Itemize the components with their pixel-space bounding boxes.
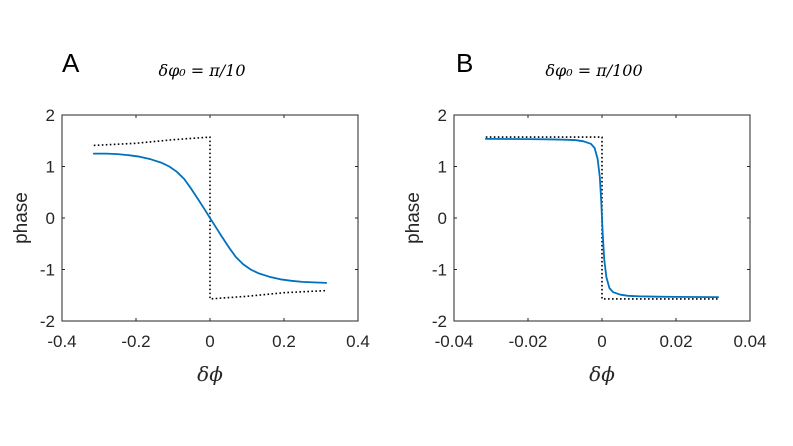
x-tick-label: 0.04 bbox=[733, 332, 766, 351]
chart-title: δφ₀ = π/100 bbox=[545, 61, 642, 80]
axis-ticks: -0.04 -0.02 0 0.02 0.04 -2 -1 0 1 2 bbox=[432, 106, 767, 351]
x-tick-label: 0 bbox=[205, 332, 214, 351]
chart-panel-b: B δφ₀ = π/100 -0.04 -0.02 0 0.02 0.04 -2 -1 0 1 2… bbox=[403, 48, 767, 386]
y-tick-label: -2 bbox=[432, 312, 447, 331]
x-axis-label: δϕ bbox=[589, 362, 615, 386]
y-tick-label: 0 bbox=[438, 209, 447, 228]
y-axis-label: phase bbox=[11, 192, 32, 244]
x-tick-label: -0.2 bbox=[121, 332, 150, 351]
axis-ticks: -0.4 -0.2 0 0.2 0.4 -2 -1 0 1 2 bbox=[40, 106, 370, 351]
y-tick-label: -2 bbox=[40, 312, 55, 331]
y-axis-label: phase bbox=[403, 192, 424, 244]
chart-panel-a: A δφ₀ = π/10 -0.4 -0.2 0 0.2 0.4 -2 -1 0 1 2 phas… bbox=[11, 48, 370, 386]
y-tick-label: -1 bbox=[432, 261, 447, 280]
x-tick-label: -0.4 bbox=[47, 332, 76, 351]
y-tick-label: 1 bbox=[46, 158, 55, 177]
x-tick-label: 0.4 bbox=[346, 332, 370, 351]
series-group bbox=[484, 136, 720, 300]
chart-title: δφ₀ = π/10 bbox=[158, 61, 245, 80]
x-tick-label: -0.02 bbox=[509, 332, 548, 351]
series-line-phase bbox=[92, 152, 328, 284]
y-tick-label: -1 bbox=[40, 261, 55, 280]
x-tick-label: 0.2 bbox=[272, 332, 296, 351]
series-line-phase bbox=[484, 137, 720, 299]
x-tick-label: 0.02 bbox=[659, 332, 692, 351]
panel-letter: B bbox=[456, 48, 473, 78]
series-group bbox=[92, 136, 328, 300]
x-tick-label: 0 bbox=[597, 332, 606, 351]
x-tick-label: -0.04 bbox=[435, 332, 474, 351]
y-tick-label: 2 bbox=[438, 106, 447, 125]
panel-letter: A bbox=[62, 48, 80, 78]
y-tick-label: 1 bbox=[438, 158, 447, 177]
y-tick-label: 0 bbox=[46, 209, 55, 228]
y-tick-label: 2 bbox=[46, 106, 55, 125]
x-axis-label: δϕ bbox=[197, 362, 223, 386]
